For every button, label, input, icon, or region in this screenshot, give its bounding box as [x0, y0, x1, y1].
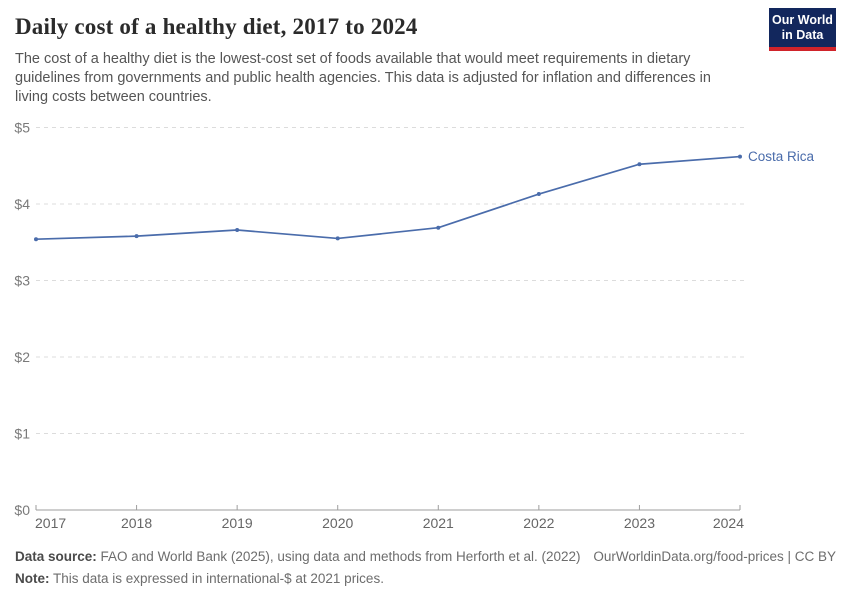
note-text: This data is expressed in international-… — [49, 571, 384, 586]
svg-text:$1: $1 — [14, 426, 30, 442]
svg-text:2020: 2020 — [322, 515, 353, 531]
svg-text:$5: $5 — [14, 120, 30, 136]
data-source-line: Data source: FAO and World Bank (2025), … — [15, 546, 581, 567]
svg-text:2022: 2022 — [523, 515, 554, 531]
chart-footer: Data source: FAO and World Bank (2025), … — [15, 546, 836, 589]
svg-text:$4: $4 — [14, 196, 30, 212]
data-source-text: FAO and World Bank (2025), using data an… — [96, 549, 581, 564]
svg-text:$3: $3 — [14, 273, 30, 289]
note-label: Note: — [15, 571, 50, 586]
page-title: Daily cost of a healthy diet, 2017 to 20… — [15, 14, 418, 39]
svg-text:2017: 2017 — [35, 515, 66, 531]
owid-logo[interactable]: Our World in Data — [769, 8, 836, 51]
note-line: Note: This data is expressed in internat… — [15, 568, 836, 589]
svg-text:2018: 2018 — [121, 515, 152, 531]
owid-logo-line1: Our World — [772, 13, 833, 27]
svg-text:2021: 2021 — [423, 515, 454, 531]
svg-text:$0: $0 — [14, 502, 30, 518]
svg-text:2024: 2024 — [713, 515, 744, 531]
line-chart: $0 $1 $2 $3 $4 $5 2017 2018 2019 2020 2021 2022 2023… — [0, 115, 850, 535]
series-label-costa-rica[interactable]: Costa Rica — [748, 148, 815, 164]
owid-logo-line2: in Data — [781, 28, 824, 42]
svg-text:$2: $2 — [14, 349, 30, 365]
chart-subtitle: The cost of a healthy diet is the lowest… — [15, 51, 711, 105]
svg-text:2023: 2023 — [624, 515, 655, 531]
chart-header: Daily cost of a healthy diet, 2017 to 20… — [15, 14, 750, 107]
chart-canvas: $0 $1 $2 $3 $4 $5 2017 2018 2019 2020 2021 2022 2023… — [14, 120, 745, 531]
license-link[interactable]: OurWorldinData.org/food-prices | CC BY — [593, 549, 836, 564]
svg-text:2019: 2019 — [222, 515, 253, 531]
data-source-label: Data source: — [15, 549, 97, 564]
